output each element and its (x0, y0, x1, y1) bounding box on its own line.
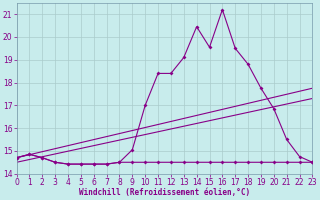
X-axis label: Windchill (Refroidissement éolien,°C): Windchill (Refroidissement éolien,°C) (79, 188, 250, 197)
